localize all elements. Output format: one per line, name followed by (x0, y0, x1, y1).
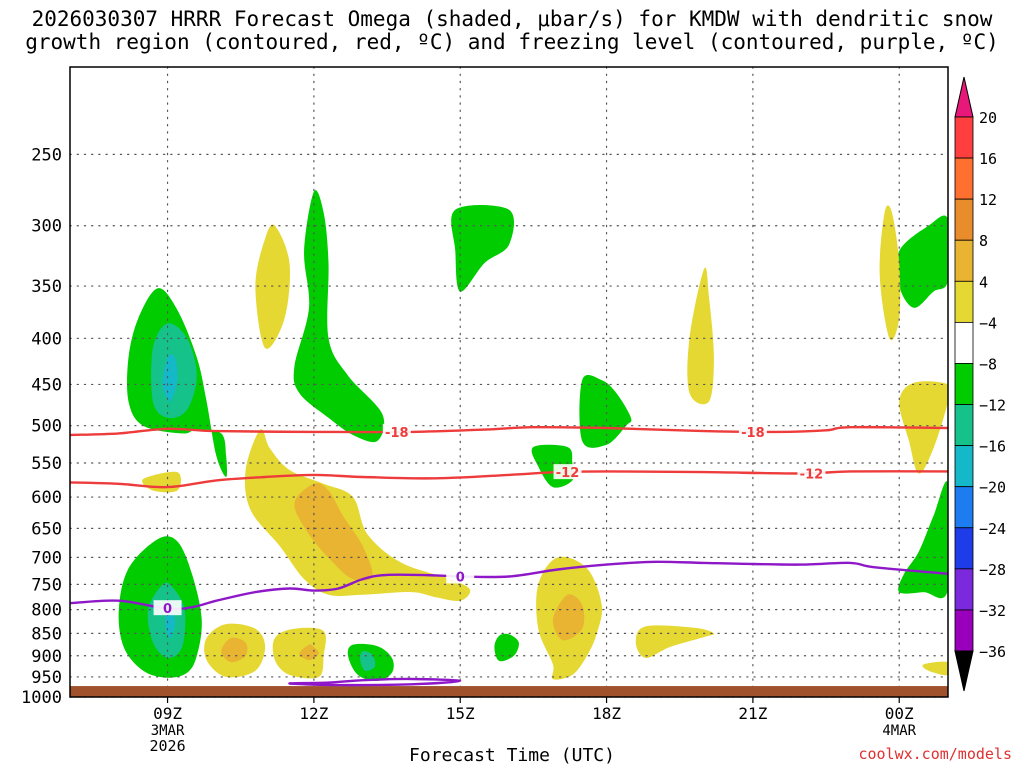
y-tick-400: 400 (31, 329, 62, 349)
colorbar-label-12: −32 (979, 602, 1006, 620)
y-tick-950: 950 (31, 668, 62, 688)
omega-region-16 (879, 205, 901, 341)
colorbar-label-6: −8 (979, 355, 997, 373)
y-tick-900: 900 (31, 647, 62, 667)
x-tick-09Z: 09Z (153, 704, 182, 723)
omega-region-29 (922, 661, 948, 676)
freezing-line-1 (288, 677, 462, 687)
colorbar-label-0: 20 (979, 109, 997, 127)
chart-title-line2: growth region (contoured, red, ºC) and f… (25, 30, 999, 54)
freezing-line-0 (70, 560, 948, 611)
x-tick-12Z: 12Z (299, 704, 328, 723)
colorbar-segment-1 (954, 157, 974, 200)
ground-fill (70, 686, 948, 697)
y-tick-250: 250 (31, 145, 62, 165)
dgz-line-1 (70, 470, 948, 489)
omega-region-15 (255, 224, 291, 349)
omega-region-7 (451, 204, 515, 292)
colorbar-label-4: 4 (979, 273, 988, 291)
dgz-label-12-a: -12 (556, 466, 580, 481)
dgz-label-18-a: -18 (385, 426, 409, 441)
colorbar-label-7: −12 (979, 397, 1006, 415)
x-tick-18Z: 18Z (592, 704, 621, 723)
dgz-line-0 (70, 425, 948, 437)
colorbar-bottom-arrow (954, 650, 974, 692)
colorbar-top-arrow (954, 76, 974, 118)
freezing-label-0-a: 0 (163, 602, 172, 617)
colorbar-label-3: 8 (979, 232, 988, 250)
x-tick-year-09Z: 2026 (149, 737, 185, 755)
y-tick-300: 300 (31, 217, 62, 237)
omega-region-25 (221, 637, 248, 663)
colorbar-label-9: −20 (979, 479, 1006, 497)
colorbar-segment-3 (954, 239, 974, 282)
y-tick-600: 600 (31, 488, 62, 508)
omega-region-20 (244, 429, 471, 601)
y-tick-750: 750 (31, 575, 62, 595)
y-tick-700: 700 (31, 548, 62, 568)
colorbar-segment-4 (954, 280, 974, 323)
omega-region-23 (552, 594, 585, 641)
colorbar-label-1: 16 (979, 150, 997, 168)
dgz-label-18-b: -18 (741, 426, 765, 441)
y-tick-350: 350 (31, 277, 62, 297)
plot-frame (69, 66, 949, 698)
x-tick-15Z: 15Z (446, 704, 475, 723)
axes-layer: 250 300 350 400 450 500 550 600 650 700 750 800 850 9… (21, 66, 949, 755)
omega-region-10 (494, 633, 519, 662)
colorbar-segment-2 (954, 198, 974, 241)
colorbar-segment-9 (954, 486, 974, 529)
freezing-label-0-b: 0 (456, 570, 465, 585)
y-tick-650: 650 (31, 519, 62, 539)
colorbar-segment-8 (954, 445, 974, 488)
colorbar-segment-6 (954, 363, 974, 405)
ground-layer (70, 686, 948, 697)
omega-region-17 (687, 267, 714, 405)
colorbar: 20 16 12 8 4 −4 −8 −12 −16 −20 −24 −28 −32 −36 (954, 76, 1006, 692)
omega-region-19 (142, 471, 181, 493)
omega-region-14 (898, 481, 948, 599)
omega-region-26 (272, 627, 326, 679)
colorbar-label-11: −28 (979, 561, 1006, 579)
y-tick-800: 800 (31, 601, 62, 621)
omega-region-27 (299, 644, 319, 661)
y-tick-450: 450 (31, 375, 62, 395)
x-tick-21Z: 21Z (738, 704, 767, 723)
colorbar-label-8: −16 (979, 438, 1006, 456)
colorbar-segment-0 (954, 116, 974, 159)
dgz-label-12-b: -12 (800, 468, 824, 483)
omega-region-8 (579, 375, 632, 448)
colorbar-label-5: −4 (979, 314, 997, 332)
colorbar-label-10: −24 (979, 520, 1006, 538)
omega-region-6 (293, 190, 385, 443)
x-tick-00Z: 00Z (885, 704, 914, 723)
y-tick-550: 550 (31, 454, 62, 474)
omega-region-2 (162, 354, 178, 402)
colorbar-segment-11 (954, 568, 974, 611)
colorbar-label-13: −36 (979, 643, 1006, 661)
colorbar-segment-12 (954, 609, 974, 652)
omega-region-28 (635, 625, 715, 658)
x-tick-sub-00Z: 4MAR (882, 723, 916, 739)
chart-title-line1: 2026030307 HRRR Forecast Omega (shaded, … (31, 7, 993, 31)
y-tick-850: 850 (31, 624, 62, 644)
colorbar-segment-10 (954, 527, 974, 570)
omega-region-13 (896, 215, 948, 308)
x-tick-sub-09Z: 3MAR (151, 723, 185, 739)
colorbar-label-2: 12 (979, 191, 997, 209)
y-tick-500: 500 (31, 417, 62, 437)
omega-region-12 (360, 651, 376, 671)
omega-shading-layer (118, 190, 948, 682)
colorbar-segment-5 (954, 321, 974, 364)
contour-layer: -18 -18 -12 -12 0 0 (70, 423, 948, 687)
y-tick-1000: 1000 (21, 688, 62, 708)
credit-text: coolwx.com/models (858, 745, 1012, 763)
colorbar-segment-7 (954, 404, 974, 447)
x-axis-title: Forecast Time (UTC) (409, 745, 615, 766)
